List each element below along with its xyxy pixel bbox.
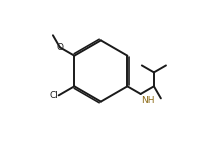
Text: NH: NH — [141, 96, 155, 105]
Text: O: O — [56, 43, 63, 52]
Text: Cl: Cl — [49, 91, 58, 100]
